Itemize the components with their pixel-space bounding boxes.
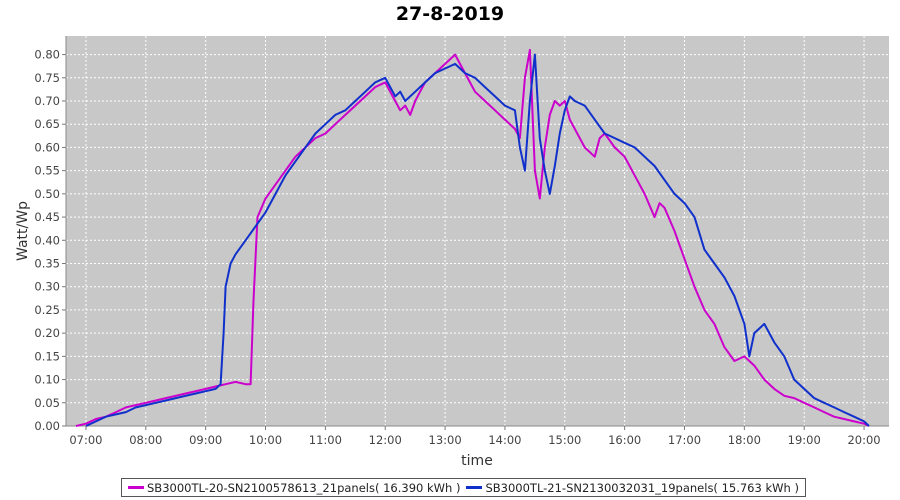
legend-label: SB3000TL-20-SN2100578613_21panels( 16.39… <box>147 480 461 495</box>
x-tick-label: 12:00 <box>369 433 402 447</box>
x-tick-label: 09:00 <box>189 433 222 447</box>
x-tick-label: 17:00 <box>668 433 701 447</box>
x-tick-label: 15:00 <box>548 433 581 447</box>
y-tick-label: 0.55 <box>34 164 60 178</box>
y-axis: 0.00 0.05 0.10 0.15 0.20 0.25 0.30 0.35 0.40 0.45… <box>34 36 67 433</box>
series-line-2 <box>85 53 870 427</box>
y-axis-label: Watt/Wp <box>15 201 31 261</box>
x-axis: 07:00 08:00 09:00 10:00 11:00 12:00 13:00 14:00… <box>66 425 889 447</box>
y-tick-label: 0.35 <box>34 257 60 271</box>
y-tick-label: 0.20 <box>34 326 60 340</box>
series-line-1 <box>75 48 870 427</box>
x-tick-label: 08:00 <box>129 433 162 447</box>
x-axis-label: time <box>461 453 493 469</box>
y-tick-label: 0.40 <box>34 233 60 247</box>
grid <box>66 36 889 427</box>
legend-label: SB3000TL-21-SN2130032031_19panels( 15.76… <box>485 480 799 495</box>
y-tick-label: 0.45 <box>34 210 60 224</box>
y-tick-label: 0.80 <box>34 48 60 62</box>
legend-item-series-2[interactable]: SB3000TL-21-SN2130032031_19panels( 15.76… <box>466 480 799 495</box>
x-tick-label: 11:00 <box>309 433 342 447</box>
y-tick-label: 0.65 <box>34 117 60 131</box>
x-tick-label: 20:00 <box>847 433 880 447</box>
x-tick-label: 13:00 <box>429 433 462 447</box>
chart-title: 27-8-2019 <box>396 3 504 25</box>
y-tick-label: 0.25 <box>34 303 60 317</box>
x-tick-label: 14:00 <box>488 433 521 447</box>
legend-swatch <box>466 486 483 489</box>
y-tick-label: 0.75 <box>34 71 60 85</box>
y-tick-label: 0.10 <box>34 373 60 387</box>
x-tick-label: 10:00 <box>249 433 282 447</box>
legend: SB3000TL-20-SN2100578613_21panels( 16.39… <box>121 478 806 497</box>
y-tick-label: 0.15 <box>34 349 60 363</box>
y-tick-label: 0.05 <box>34 396 60 410</box>
x-tick-label: 19:00 <box>788 433 821 447</box>
y-tick-label: 0.30 <box>34 280 60 294</box>
y-tick-label: 0.00 <box>34 419 60 433</box>
series-lines <box>75 48 870 427</box>
y-tick-label: 0.70 <box>34 94 60 108</box>
y-tick-label: 0.50 <box>34 187 60 201</box>
legend-swatch <box>128 486 144 489</box>
x-tick-label: 07:00 <box>69 433 102 447</box>
x-tick-label: 16:00 <box>608 433 641 447</box>
legend-item-series-1[interactable]: SB3000TL-20-SN2100578613_21panels( 16.39… <box>128 481 460 495</box>
y-tick-label: 0.60 <box>34 140 60 154</box>
x-tick-label: 18:00 <box>728 433 761 447</box>
